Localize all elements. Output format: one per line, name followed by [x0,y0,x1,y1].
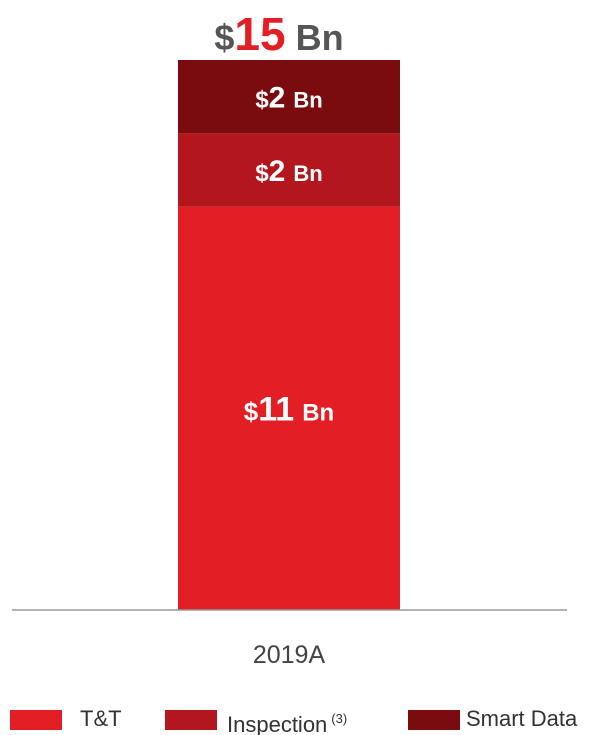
legend-label-inspection: Inspection [227,712,328,735]
legend-item-smart-data: Smart Data [408,706,597,732]
legend-footnote-inspection: (3) [331,711,348,726]
category-label: 2019A [253,641,326,669]
bar-segment-inspection [178,133,400,207]
total-prefix: $ [214,17,234,58]
legend-swatch-tt [10,710,62,730]
legend: T&T Inspection (3) Smart Data [10,706,597,735]
category-labels: 2019A [253,641,326,669]
legend-item-tt: T&T [10,706,150,732]
segment-label-inspection: $2 Bn [255,155,322,188]
legend-label-tt: T&T [80,706,122,731]
bar-segment-smart-data [178,60,400,134]
segment-label-smart-data: $2 Bn [255,81,322,114]
legend-item-inspection: Inspection (3) [165,706,395,735]
segment-labels: $11 Bn $2 Bn $2 Bn [244,81,334,428]
bar-segments [178,60,400,610]
legend-label-smart-data: Smart Data [466,706,578,731]
legend-swatch-inspection [165,710,217,730]
total-value: 15 [234,8,285,60]
total-unit: Bn [296,17,344,58]
stacked-bar-chart: $15 Bn $11 Bn $2 Bn $2 Bn 2019A [12,8,567,669]
total-label: $15 Bn [214,8,343,60]
bar-segment-t-t [178,206,400,610]
legend-swatch-smart-data [408,710,460,730]
segment-label-t-t: $11 Bn [244,391,334,429]
